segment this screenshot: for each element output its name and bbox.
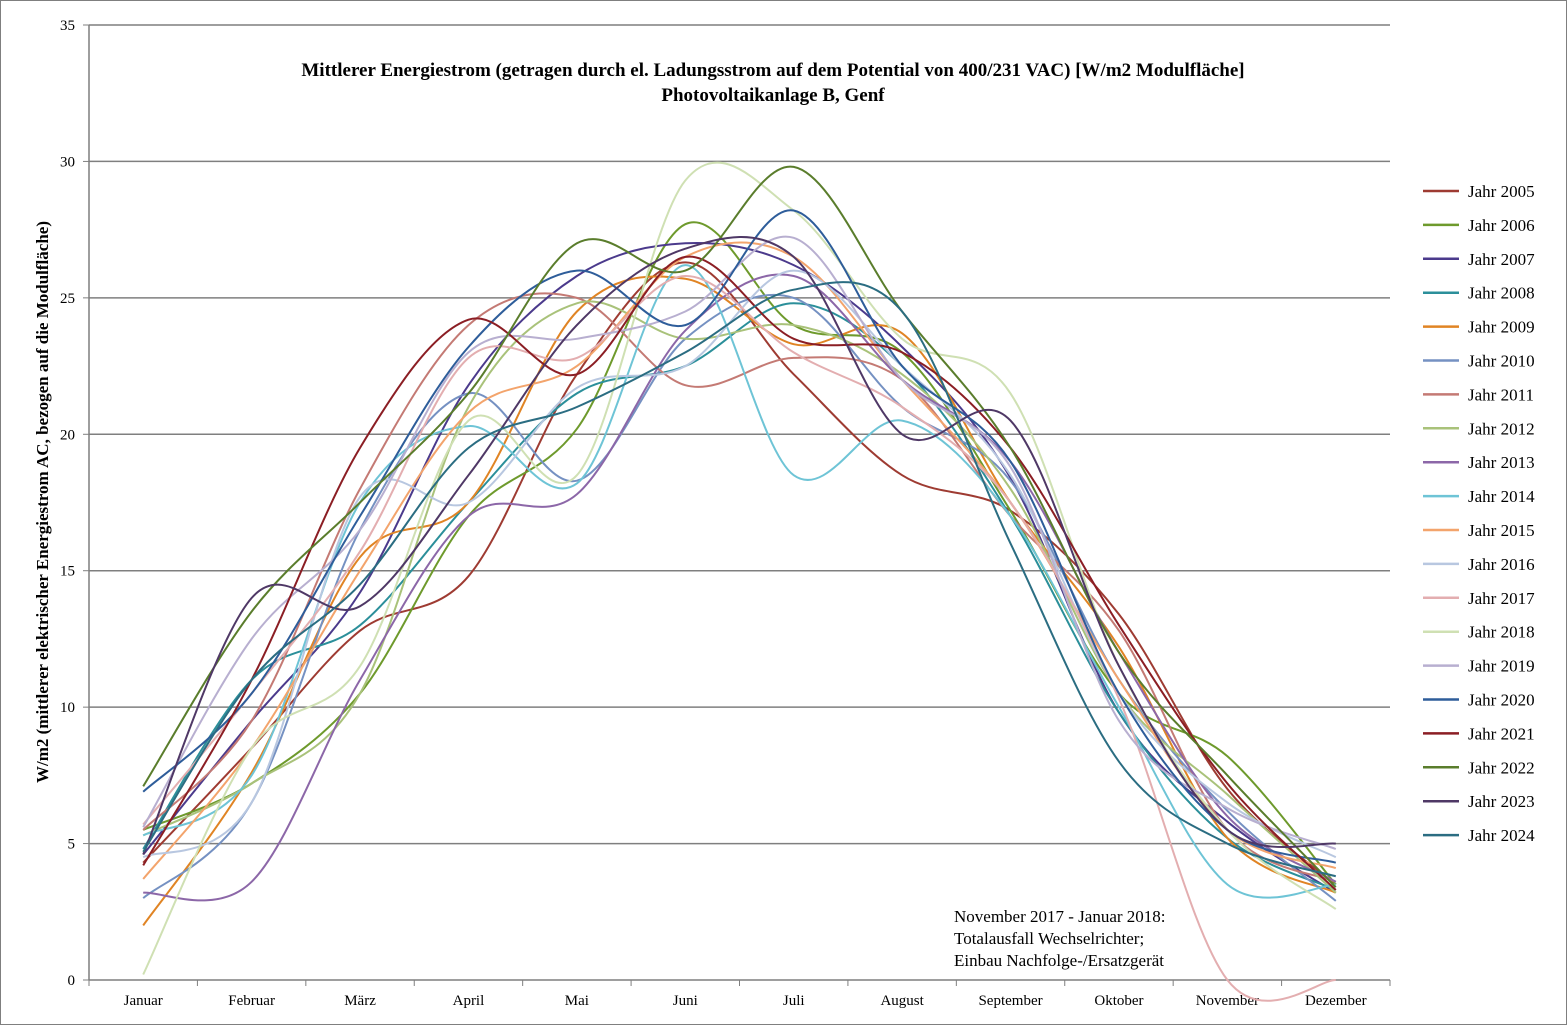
x-tick-label: Januar [124, 993, 163, 1009]
x-tick-label: September [978, 993, 1042, 1009]
series-line-jahr-2013 [143, 273, 1337, 902]
x-tick-label: Februar [228, 993, 275, 1009]
chart-title: Mittlerer Energiestrom (getragen durch e… [301, 60, 1244, 81]
series-line-jahr-2006 [142, 221, 1337, 886]
series-line-jahr-2011 [142, 292, 1337, 883]
axes: 0 5 10 15 20 25 30 35 Januar Februar März April Mai J… [60, 18, 1391, 1009]
x-tick-label: August [880, 993, 924, 1009]
series-line-jahr-2009 [142, 275, 1337, 926]
y-axis-label: W/m2 (mittlerer elektrischer Energiestro… [33, 221, 52, 783]
x-tick-label: Mai [565, 993, 589, 1009]
legend-label: Jahr 2014 [1468, 487, 1535, 506]
x-tick-label: März [344, 993, 376, 1009]
legend-label: Jahr 2018 [1468, 623, 1535, 642]
series-line-jahr-2021 [142, 255, 1337, 891]
legend-label: Jahr 2006 [1468, 216, 1535, 235]
legend-label: Jahr 2021 [1468, 724, 1535, 743]
legend-label: Jahr 2005 [1468, 182, 1535, 201]
y-tick-label: 25 [60, 291, 75, 307]
series-line-jahr-2022 [142, 165, 1337, 888]
series-line-jahr-2023 [142, 235, 1336, 855]
x-tick-label: April [453, 993, 485, 1009]
legend-label: Jahr 2009 [1468, 318, 1535, 337]
legend: Jahr 2005 Jahr 2006 Jahr 2007 Jahr 2008 Jahr… [1423, 182, 1535, 845]
legend-label: Jahr 2011 [1468, 385, 1534, 404]
y-tick-label: 35 [60, 18, 75, 34]
legend-label: Jahr 2015 [1468, 521, 1535, 540]
annotation-note: November 2017 - Januar 2018: Totalausfal… [954, 907, 1166, 970]
series-line-jahr-2015 [142, 241, 1337, 880]
legend-label: Jahr 2020 [1468, 691, 1535, 710]
x-tick-label: November [1196, 993, 1259, 1009]
y-tick-label: 5 [68, 837, 76, 853]
series-line-jahr-2005 [142, 261, 1337, 886]
x-tick-label: Juni [673, 993, 698, 1009]
annotation-line-3: Einbau Nachfolge-/Ersatzgerät [954, 951, 1164, 970]
legend-label: Jahr 2024 [1468, 826, 1535, 845]
series-line-jahr-2010 [142, 293, 1337, 902]
legend-label: Jahr 2017 [1468, 589, 1535, 608]
series-line-jahr-2017 [142, 274, 1336, 1002]
y-tick-label: 10 [60, 700, 75, 716]
legend-label: Jahr 2010 [1468, 352, 1535, 371]
annotation-line-1: November 2017 - Januar 2018: [954, 907, 1166, 926]
legend-label: Jahr 2016 [1468, 555, 1535, 574]
x-tick-label: Dezember [1305, 993, 1367, 1009]
legend-label: Jahr 2023 [1468, 792, 1535, 811]
series-line-jahr-2024 [142, 281, 1337, 878]
series-line-jahr-2020 [142, 209, 1337, 864]
legend-label: Jahr 2013 [1468, 453, 1535, 472]
x-tick-label: Oktober [1094, 993, 1143, 1009]
x-tick-label: Juli [783, 993, 805, 1009]
y-tick-label: 0 [68, 973, 76, 989]
legend-label: Jahr 2007 [1468, 250, 1535, 269]
annotation-line-2: Totalausfall Wechselrichter; [954, 929, 1144, 948]
y-tick-label: 15 [60, 564, 75, 580]
y-tick-label: 30 [60, 154, 75, 170]
chart-subtitle: Photovoltaikanlage B, Genf [661, 85, 885, 106]
legend-label: Jahr 2008 [1468, 284, 1535, 303]
legend-label: Jahr 2022 [1468, 758, 1535, 777]
y-tick-label: 20 [60, 427, 75, 443]
legend-label: Jahr 2019 [1468, 657, 1535, 676]
series-lines [142, 161, 1337, 1002]
legend-label: Jahr 2012 [1468, 419, 1535, 438]
